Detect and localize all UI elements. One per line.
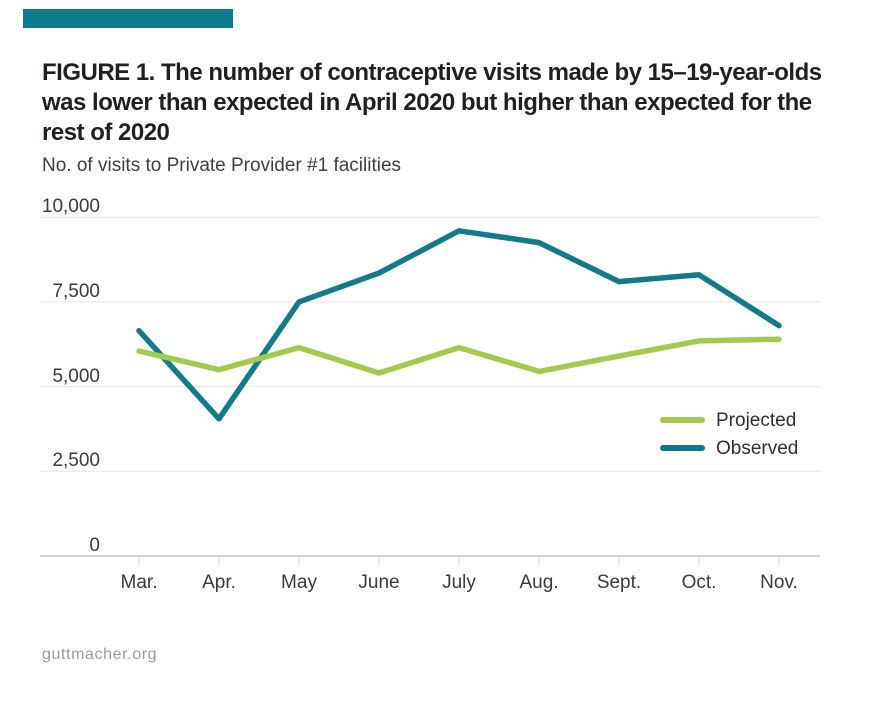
observed-line-swatch-icon bbox=[660, 445, 705, 451]
chart-legend: Projected Observed bbox=[660, 406, 798, 462]
accent-bar bbox=[23, 9, 233, 28]
figure-title: FIGURE 1. The number of contraceptive vi… bbox=[42, 58, 872, 148]
legend-row-projected: Projected bbox=[660, 406, 798, 434]
x-axis-label: Sept. bbox=[596, 572, 642, 593]
y-axis-label: 5,000 bbox=[52, 365, 100, 387]
projected-line-swatch-icon bbox=[660, 417, 705, 423]
source-url: guttmacher.org bbox=[42, 646, 158, 663]
y-axis-title: No. of visits to Private Provider #1 fac… bbox=[42, 155, 402, 176]
x-axis-label: Aug. bbox=[519, 572, 559, 593]
x-axis-label: June bbox=[358, 572, 400, 593]
x-axis-label: July bbox=[442, 572, 476, 593]
observed-line bbox=[136, 228, 782, 422]
x-axis-label: Apr. bbox=[202, 572, 236, 593]
y-axis-label: 7,500 bbox=[52, 280, 100, 302]
y-axis-label: 0 bbox=[89, 535, 100, 556]
figure-title-line-2: was lower than expected in April 2020 bu… bbox=[42, 89, 812, 116]
legend-row-observed: Observed bbox=[660, 434, 798, 462]
x-axis-label: May bbox=[281, 572, 317, 593]
y-axis-label: 10,000 bbox=[41, 196, 100, 218]
legend-label-projected: Projected bbox=[716, 409, 797, 431]
figure-title-line-1: FIGURE 1. The number of contraceptive vi… bbox=[42, 59, 822, 86]
projected-line bbox=[136, 336, 782, 376]
legend-label-observed: Observed bbox=[716, 437, 799, 459]
y-axis-label: 2,500 bbox=[52, 450, 100, 472]
figure-title-line-3: rest of 2020 bbox=[42, 119, 170, 146]
x-axis-label: Oct. bbox=[681, 572, 717, 593]
x-axis-label: Mar. bbox=[120, 572, 158, 593]
x-axis-label: Nov. bbox=[760, 572, 798, 593]
